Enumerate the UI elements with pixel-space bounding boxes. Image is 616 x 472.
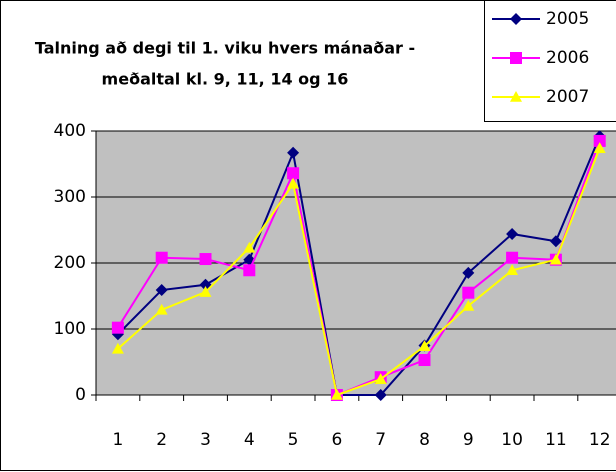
point bbox=[549, 253, 562, 265]
point bbox=[330, 389, 343, 400]
point bbox=[287, 177, 300, 189]
point bbox=[462, 286, 475, 299]
point bbox=[418, 354, 431, 367]
y-tick-label: 200 bbox=[54, 253, 86, 273]
legend-marker bbox=[510, 52, 522, 64]
legend bbox=[484, 0, 616, 122]
chart-title: Talning að degi til 1. viku hvers mánaða… bbox=[35, 39, 415, 58]
point bbox=[111, 342, 124, 354]
chart-title: meðaltal kl. 9, 11, 14 og 16 bbox=[102, 70, 349, 89]
x-tick-label: 12 bbox=[589, 430, 611, 450]
point bbox=[111, 321, 124, 334]
point bbox=[374, 373, 387, 384]
x-tick-label: 4 bbox=[244, 430, 255, 450]
legend-label: 2006 bbox=[546, 48, 589, 68]
point bbox=[506, 251, 519, 264]
x-tick-label: 8 bbox=[419, 430, 430, 450]
point bbox=[287, 146, 300, 159]
y-tick-label: 400 bbox=[54, 121, 86, 141]
point bbox=[155, 284, 168, 297]
point bbox=[243, 264, 256, 277]
point bbox=[199, 286, 212, 297]
x-tick-label: 10 bbox=[501, 430, 523, 450]
x-tick-label: 6 bbox=[331, 430, 342, 450]
x-tick-label: 5 bbox=[288, 430, 299, 450]
series-line bbox=[117, 147, 601, 397]
x-tick-label: 3 bbox=[200, 430, 211, 450]
y-tick-label: 100 bbox=[54, 319, 86, 339]
point bbox=[374, 389, 387, 401]
x-tick-label: 7 bbox=[375, 430, 386, 450]
point bbox=[418, 340, 431, 351]
point bbox=[199, 253, 212, 266]
legend-marker bbox=[510, 91, 522, 102]
point bbox=[462, 299, 475, 311]
point bbox=[593, 142, 606, 153]
legend-label: 2005 bbox=[546, 9, 589, 29]
point bbox=[506, 264, 519, 276]
point bbox=[155, 303, 168, 315]
legend-label: 2007 bbox=[546, 87, 589, 107]
series-line bbox=[117, 135, 601, 396]
x-tick-label: 11 bbox=[545, 430, 567, 450]
legend-marker bbox=[510, 13, 522, 25]
point bbox=[506, 227, 519, 240]
x-tick-label: 2 bbox=[156, 430, 167, 450]
y-tick-label: 0 bbox=[75, 385, 86, 405]
point bbox=[593, 134, 606, 147]
point bbox=[287, 167, 300, 180]
y-tick-label: 300 bbox=[54, 187, 86, 207]
x-tick-label: 9 bbox=[463, 430, 474, 450]
x-tick-label: 1 bbox=[112, 430, 123, 450]
point bbox=[243, 241, 256, 253]
point bbox=[462, 266, 475, 279]
point bbox=[155, 251, 168, 264]
point bbox=[549, 235, 562, 248]
